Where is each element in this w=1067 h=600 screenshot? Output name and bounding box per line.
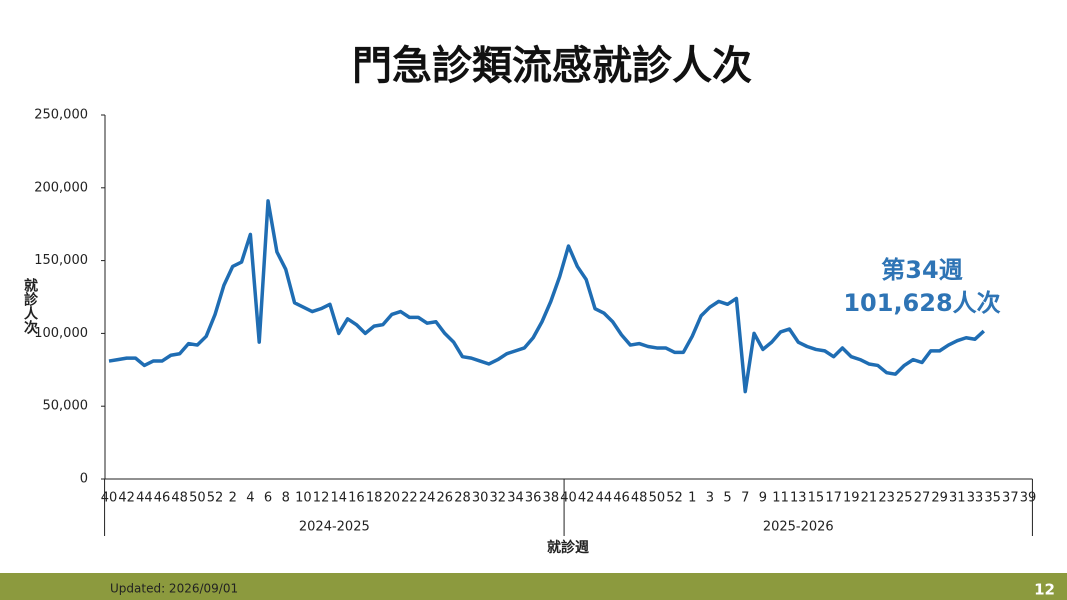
annotation-week: 第34週 — [881, 256, 962, 284]
x-tick-label: 33 — [967, 491, 984, 506]
y-axis-label: 就診人次 — [22, 277, 38, 335]
x-tick-label: 14 — [330, 491, 347, 506]
x-tick-label: 16 — [348, 491, 365, 506]
x-tick-label: 52 — [207, 491, 224, 506]
x-tick-label: 40 — [101, 491, 118, 506]
x-tick-label: 37 — [1002, 491, 1019, 506]
x-tick-label: 48 — [631, 491, 648, 506]
x-tick-label: 42 — [118, 491, 135, 506]
x-axis-label: 就診週 — [547, 539, 589, 556]
x-tick-label: 27 — [914, 491, 931, 506]
x-tick-label: 46 — [613, 491, 630, 506]
x-tick-label: 50 — [649, 491, 666, 506]
x-tick-label: 23 — [878, 491, 895, 506]
y-tick-label: 200,000 — [34, 180, 88, 195]
x-tick-label: 4 — [246, 491, 254, 506]
x-tick-label: 18 — [366, 491, 383, 506]
x-tick-label: 42 — [578, 491, 595, 506]
x-tick-label: 52 — [666, 491, 683, 506]
x-tick-label: 20 — [383, 491, 400, 506]
x-tick-label: 35 — [984, 491, 1001, 506]
x-tick-label: 28 — [454, 491, 471, 506]
x-tick-label: 44 — [596, 491, 613, 506]
x-tick-label: 25 — [896, 491, 913, 506]
x-tick-label: 1 — [688, 491, 696, 506]
x-tick-label: 30 — [472, 491, 489, 506]
group-label: 2025-2026 — [763, 520, 834, 535]
x-tick-label: 40 — [560, 491, 577, 506]
data-line — [108, 199, 986, 394]
x-tick-label: 15 — [808, 491, 825, 506]
x-tick-label: 5 — [723, 491, 731, 506]
y-tick-label: 250,000 — [34, 108, 88, 123]
x-tick-label: 50 — [189, 491, 206, 506]
x-tick-label: 11 — [772, 491, 789, 506]
x-tick-label: 39 — [1020, 491, 1037, 506]
x-tick-label: 31 — [949, 491, 966, 506]
x-tick-label: 2 — [229, 491, 237, 506]
x-tick-label: 7 — [741, 491, 749, 506]
y-tick-label: 50,000 — [43, 399, 89, 414]
x-tick-label: 13 — [790, 491, 807, 506]
x-tick-label: 8 — [282, 491, 290, 506]
chart-title: 門急診類流感就診人次 — [352, 43, 752, 89]
y-tick-label: 100,000 — [34, 326, 88, 341]
x-tick-label: 3 — [706, 491, 714, 506]
x-tick-label: 48 — [171, 491, 188, 506]
x-tick-label: 36 — [525, 491, 542, 506]
x-tick-label: 19 — [843, 491, 860, 506]
footer-bar — [0, 573, 1067, 600]
x-tick-label: 9 — [759, 491, 767, 506]
x-tick-label: 22 — [401, 491, 418, 506]
x-tick-label: 17 — [825, 491, 842, 506]
x-tick-label: 44 — [136, 491, 153, 506]
footer-updated: Updated: 2026/09/01 — [110, 582, 238, 596]
annotation-value: 101,628人次 — [843, 289, 1000, 317]
group-label: 2024-2025 — [299, 520, 370, 535]
x-tick-label: 34 — [507, 491, 524, 506]
x-tick-label: 6 — [264, 491, 272, 506]
x-tick-label: 32 — [490, 491, 507, 506]
x-tick-label: 38 — [543, 491, 560, 506]
y-tick-label: 0 — [80, 472, 88, 487]
y-tick-label: 150,000 — [34, 253, 88, 268]
x-tick-label: 24 — [419, 491, 436, 506]
x-tick-label: 29 — [931, 491, 948, 506]
x-tick-label: 10 — [295, 491, 312, 506]
x-tick-label: 21 — [861, 491, 878, 506]
x-tick-label: 26 — [437, 491, 454, 506]
x-tick-label: 12 — [313, 491, 330, 506]
page-number: 12 — [1034, 581, 1055, 599]
x-tick-label: 46 — [154, 491, 171, 506]
